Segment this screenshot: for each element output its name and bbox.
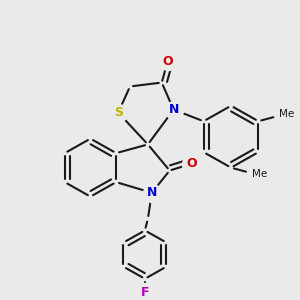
Text: Me: Me	[279, 110, 295, 119]
Text: F: F	[141, 286, 149, 299]
Text: Me: Me	[252, 169, 267, 179]
Text: O: O	[162, 55, 173, 68]
Text: N: N	[147, 186, 157, 199]
Text: N: N	[168, 103, 179, 116]
Text: S: S	[114, 106, 123, 119]
Text: O: O	[186, 157, 197, 170]
